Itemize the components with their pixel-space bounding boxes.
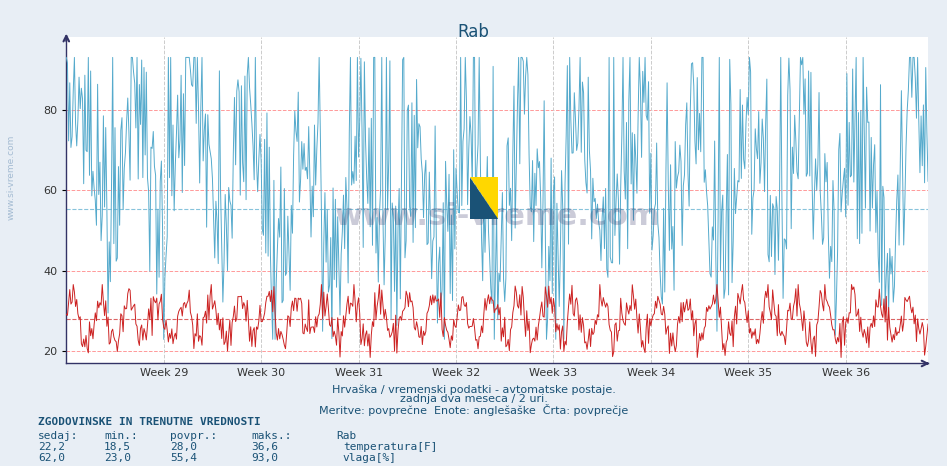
Text: vlaga[%]: vlaga[%] bbox=[343, 453, 397, 463]
Text: 93,0: 93,0 bbox=[251, 453, 278, 463]
Text: 55,4: 55,4 bbox=[170, 453, 198, 463]
Text: 18,5: 18,5 bbox=[104, 442, 132, 452]
Text: ZGODOVINSKE IN TRENUTNE VREDNOSTI: ZGODOVINSKE IN TRENUTNE VREDNOSTI bbox=[38, 417, 260, 427]
Text: Hrvaška / vremenski podatki - avtomatske postaje.: Hrvaška / vremenski podatki - avtomatske… bbox=[331, 384, 616, 395]
Text: 62,0: 62,0 bbox=[38, 453, 65, 463]
Text: 23,0: 23,0 bbox=[104, 453, 132, 463]
Text: www.si-vreme.com: www.si-vreme.com bbox=[334, 202, 660, 231]
Text: temperatura[F]: temperatura[F] bbox=[343, 442, 438, 452]
Polygon shape bbox=[470, 177, 498, 219]
Text: maks.:: maks.: bbox=[251, 431, 292, 441]
Text: sedaj:: sedaj: bbox=[38, 431, 79, 441]
Text: www.si-vreme.com: www.si-vreme.com bbox=[7, 134, 16, 220]
Text: min.:: min.: bbox=[104, 431, 138, 441]
Text: zadnja dva meseca / 2 uri.: zadnja dva meseca / 2 uri. bbox=[400, 394, 547, 404]
Text: povpr.:: povpr.: bbox=[170, 431, 218, 441]
Text: Rab: Rab bbox=[457, 23, 490, 41]
Polygon shape bbox=[470, 177, 498, 219]
Text: 36,6: 36,6 bbox=[251, 442, 278, 452]
Text: 22,2: 22,2 bbox=[38, 442, 65, 452]
Text: Rab: Rab bbox=[336, 431, 356, 441]
Text: Meritve: povprečne  Enote: anglešaške  Črta: povprečje: Meritve: povprečne Enote: anglešaške Črt… bbox=[319, 404, 628, 417]
Text: 28,0: 28,0 bbox=[170, 442, 198, 452]
